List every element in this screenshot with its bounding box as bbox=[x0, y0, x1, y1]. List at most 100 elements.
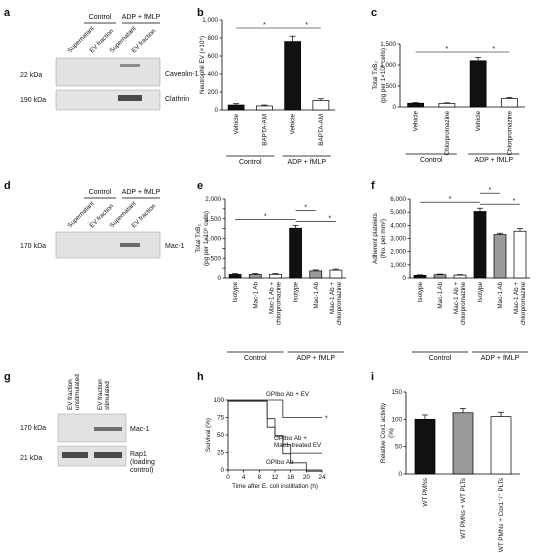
blot-a: Supernatant EV fraction Supernatant EV f… bbox=[20, 14, 199, 111]
blot-d-group-stim: ADP + fMLP bbox=[122, 189, 161, 196]
chart-c-ylabel: Total TxB₂(pg per 1×10⁶ cells) bbox=[372, 48, 387, 103]
chart-c-xtick-label-4: Chlorpromazine bbox=[506, 111, 513, 156]
blot-d-band-mac1 bbox=[120, 243, 140, 247]
chart-b-xtick-label-1: Vehicle bbox=[233, 114, 240, 135]
chart-c-bar-1 bbox=[407, 102, 424, 108]
chart-e-bar-6 bbox=[329, 269, 343, 279]
chart-f-xtick-label-2: Mac-1 Ab bbox=[437, 282, 444, 309]
chart-f-ytick-label: 0 bbox=[402, 275, 406, 282]
chart-b-xtick-label-2: BAPTA-AM bbox=[261, 114, 268, 146]
panel-label-b: b bbox=[197, 7, 204, 19]
chart-b-ylabel: Neutrophil EV (×10⁵) bbox=[199, 36, 206, 94]
chart-h-series-1 bbox=[228, 399, 322, 418]
chart-c-sig-star-1: * bbox=[446, 46, 449, 53]
chart-c-sig-star-2: * bbox=[492, 46, 495, 53]
chart-h-series-3 bbox=[228, 400, 322, 472]
chart-c-xtick-label-1: Vehicle bbox=[413, 111, 420, 132]
chart-c-xtick-label-3: Vehicle bbox=[475, 111, 482, 132]
blot-d-label-1: Mac-1 bbox=[165, 243, 185, 250]
chart-h-xtick-label: 16 bbox=[287, 474, 295, 481]
chart-b-xtick-label-3: Vehicle bbox=[290, 114, 297, 135]
chart-e-sig-star-1: * bbox=[264, 213, 267, 220]
chart-f-bar-1 bbox=[413, 275, 427, 279]
chart-b-sig-star-1: * bbox=[263, 22, 266, 29]
chart-b-ytick-label: 800 bbox=[207, 35, 218, 42]
blot-g-lane-1: EV fractionunstimulated bbox=[67, 374, 81, 410]
chart-i-bar-2 bbox=[452, 412, 474, 475]
chart-h-xtick-label: 8 bbox=[258, 474, 262, 481]
panel-label-h: h bbox=[197, 371, 204, 383]
panel-label-f: f bbox=[371, 180, 375, 192]
panel-label-g: g bbox=[4, 371, 11, 383]
chart-h-ytick-label: 50 bbox=[217, 432, 225, 439]
panel-label-a: a bbox=[4, 7, 11, 19]
chart-c-bar-2 bbox=[438, 103, 456, 108]
chart-e-bar-5 bbox=[309, 270, 323, 279]
chart-e-sig-star-3: * bbox=[328, 215, 331, 222]
chart-c-ytick-label: 1,000 bbox=[380, 62, 396, 69]
chart-h-xtick-label: 0 bbox=[226, 474, 230, 481]
chart-b-bar-2 bbox=[256, 105, 273, 111]
chart-f-bar-3 bbox=[453, 274, 467, 279]
chart-e-xtick-label-4: Isotype bbox=[293, 282, 300, 303]
chart-i-ytick-label: 0 bbox=[398, 471, 402, 478]
blot-g-kda-2: 21 kDa bbox=[20, 455, 42, 462]
blot-a-label-2: Clathrin bbox=[165, 96, 189, 103]
blot-d: Supernatant EV fraction Supernatant EV f… bbox=[20, 189, 185, 259]
chart-f-xtick-label-6: Mac-1 Ab +chlorpromazine bbox=[513, 282, 527, 326]
chart-f-group-label-2: ADP + fMLP bbox=[481, 355, 520, 362]
chart-h-xtick-label: 24 bbox=[318, 474, 326, 481]
chart-f-sig-star-1: * bbox=[449, 196, 452, 203]
chart-f-ytick-label: 4,000 bbox=[390, 222, 406, 229]
chart-h-ylabel: Survival (%) bbox=[205, 418, 212, 452]
chart-b-ytick-label: 400 bbox=[207, 71, 218, 78]
chart-b-ytick-label: 0 bbox=[214, 107, 218, 114]
chart-f-xtick-label-3: Mac-1 Ab +chlorpromazine bbox=[453, 282, 467, 326]
chart-b-ytick-label: 1,000 bbox=[202, 17, 218, 24]
panel-label-e: e bbox=[197, 180, 203, 192]
chart-h-series-label-2: GPIbα Ab + Mac1-treated EV bbox=[274, 435, 322, 449]
blot-d-kda-1: 170 kDa bbox=[20, 243, 46, 250]
panel-label-c: c bbox=[371, 7, 377, 19]
chart-f-ytick-label: 6,000 bbox=[390, 196, 406, 203]
blot-a-kda-2: 190 kDa bbox=[20, 97, 46, 104]
chart-f-xtick-label-1: Isotype bbox=[417, 282, 424, 303]
blot-d-group-control: Control bbox=[89, 189, 112, 196]
chart-e-bar-2 bbox=[248, 274, 262, 279]
chart-c-bar-3 bbox=[469, 60, 487, 108]
chart-h-xtick-label: 12 bbox=[271, 474, 279, 481]
chart-i-ylabel: Relative Cox1 activity(%) bbox=[380, 402, 395, 463]
chart-i-ytick-label: 50 bbox=[395, 444, 403, 451]
chart-e-sig-star-2: * bbox=[304, 204, 307, 211]
blot-g-membrane-2 bbox=[57, 445, 127, 467]
chart-c-group-label-2: ADP + fMLP bbox=[474, 157, 513, 164]
panel-label-i: i bbox=[371, 371, 374, 383]
chart-e-group-label-2: ADP + fMLP bbox=[296, 355, 335, 362]
chart-e-ytick-label: 0 bbox=[217, 275, 221, 282]
blot-a-membrane-1 bbox=[55, 57, 161, 87]
chart-c-ytick-label: 1,500 bbox=[380, 41, 396, 48]
chart-f-ytick-label: 3,000 bbox=[390, 236, 406, 243]
chart-e-bar-3 bbox=[269, 274, 282, 279]
blot-g-band-rap1-lane1 bbox=[62, 452, 88, 458]
blot-g-band-mac1 bbox=[94, 427, 122, 431]
chart-i-ytick-label: 100 bbox=[391, 416, 402, 423]
blot-d-membrane bbox=[55, 231, 161, 259]
blot-a-band-clathrin bbox=[118, 95, 142, 101]
chart-e-bar-1 bbox=[228, 274, 242, 279]
chart-i-xtick-label-1: WT PMNs bbox=[422, 478, 429, 507]
blot-a-group-control: Control bbox=[89, 14, 112, 21]
chart-c-xtick-label-2: Chlorpromazine bbox=[444, 111, 451, 156]
chart-h-xtick-label: 4 bbox=[242, 474, 246, 481]
chart-c-ytick-label: 0 bbox=[392, 104, 396, 111]
chart-i-ytick-label: 150 bbox=[391, 389, 402, 396]
blot-g-label-1: Mac-1 bbox=[130, 426, 150, 433]
chart-e-ytick-label: 1,500 bbox=[205, 216, 221, 223]
chart-f-ytick-label: 2,000 bbox=[390, 249, 406, 256]
chart-f-group-label-1: Control bbox=[429, 355, 452, 362]
blot-a-label-1: Caveolin-1 bbox=[165, 71, 199, 78]
chart-i-bar-3 bbox=[490, 416, 512, 475]
chart-c-group-label-1: Control bbox=[420, 157, 443, 164]
